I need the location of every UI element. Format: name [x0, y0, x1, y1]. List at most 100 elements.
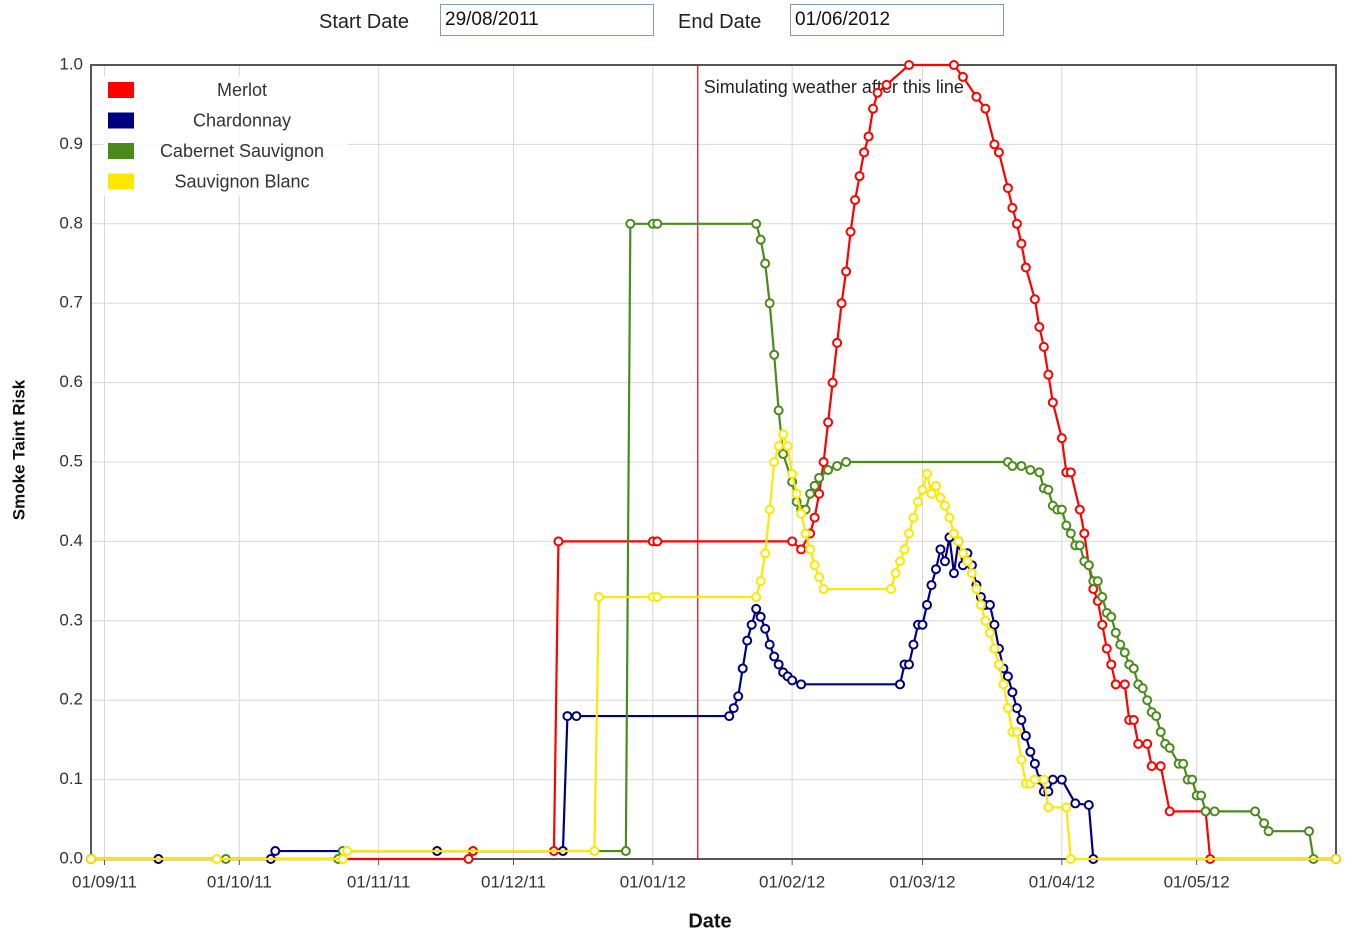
- point-marker: [935, 544, 946, 555]
- x-tick-label: 01/03/12: [889, 872, 955, 891]
- point-marker: [1110, 627, 1121, 638]
- point-marker: [993, 147, 1004, 158]
- legend-label: Sauvignon Blanc: [174, 171, 309, 191]
- legend-swatch: [108, 82, 134, 98]
- y-tick-label: 1.0: [59, 54, 83, 73]
- point-marker: [1016, 238, 1027, 249]
- point-marker: [863, 131, 874, 142]
- point-marker: [724, 711, 735, 722]
- point-marker: [787, 675, 798, 686]
- point-marker: [904, 659, 915, 670]
- point-marker: [1115, 639, 1126, 650]
- point-marker: [796, 508, 807, 519]
- point-marker: [984, 599, 995, 610]
- point-marker: [337, 854, 348, 864]
- point-marker: [1070, 798, 1081, 809]
- point-marker: [733, 691, 744, 702]
- point-marker: [823, 417, 834, 428]
- point-marker: [836, 298, 847, 309]
- annotation-text: Simulating weather after this line: [704, 77, 964, 97]
- end-date-input[interactable]: 01/06/2012: [790, 4, 1004, 36]
- point-marker: [913, 496, 924, 507]
- point-marker: [1016, 754, 1027, 765]
- point-marker: [1007, 460, 1018, 471]
- point-marker: [805, 488, 816, 499]
- x-tick-label: 01/02/12: [759, 872, 825, 891]
- point-marker: [1101, 643, 1112, 654]
- point-marker: [1119, 679, 1130, 690]
- point-marker: [800, 528, 811, 539]
- point-marker: [1092, 576, 1103, 587]
- point-marker: [1007, 202, 1018, 213]
- legend-label: Cabernet Sauvignon: [160, 141, 324, 161]
- y-tick-label: 0.9: [59, 134, 83, 153]
- point-marker: [769, 651, 780, 662]
- legend-swatch: [108, 143, 134, 159]
- point-marker: [652, 591, 663, 602]
- legend-label: Chardonnay: [193, 110, 291, 130]
- point-marker: [652, 218, 663, 229]
- point-marker: [1097, 591, 1108, 602]
- point-marker: [1074, 504, 1085, 515]
- point-marker: [966, 568, 977, 579]
- point-marker: [751, 591, 762, 602]
- y-tick-label: 0.1: [59, 769, 83, 788]
- x-axis-label: Date: [688, 910, 731, 932]
- point-marker: [908, 639, 919, 650]
- point-marker: [652, 536, 663, 547]
- point-marker: [980, 615, 991, 626]
- point-marker: [899, 544, 910, 555]
- start-date-input[interactable]: 29/08/2011: [440, 4, 654, 36]
- point-marker: [998, 679, 1009, 690]
- point-marker: [886, 584, 897, 595]
- point-marker: [917, 484, 928, 495]
- point-marker: [593, 591, 604, 602]
- point-marker: [1002, 671, 1013, 682]
- point-marker: [926, 488, 937, 499]
- point-marker: [1304, 826, 1315, 837]
- point-marker: [1007, 687, 1018, 698]
- point-marker: [1038, 774, 1049, 785]
- y-tick-label: 0.8: [59, 213, 83, 232]
- point-marker: [1155, 761, 1166, 772]
- x-tick-label: 01/11/11: [347, 872, 411, 891]
- point-marker: [1065, 854, 1076, 864]
- x-tick-label: 01/12/11: [481, 872, 546, 891]
- point-marker: [1128, 715, 1139, 726]
- point-marker: [1016, 715, 1027, 726]
- point-marker: [980, 103, 991, 114]
- point-marker: [760, 623, 771, 634]
- point-marker: [1034, 322, 1045, 333]
- point-marker: [814, 572, 825, 583]
- point-marker: [755, 611, 766, 622]
- point-marker: [850, 194, 861, 205]
- point-marker: [881, 79, 892, 90]
- point-marker: [764, 298, 775, 309]
- point-marker: [984, 627, 995, 638]
- point-marker: [1331, 854, 1341, 864]
- point-marker: [1011, 218, 1022, 229]
- point-marker: [769, 349, 780, 360]
- point-marker: [841, 266, 852, 277]
- point-marker: [953, 536, 964, 547]
- point-marker: [1034, 467, 1045, 478]
- point-marker: [989, 643, 1000, 654]
- point-marker: [1142, 695, 1153, 706]
- point-marker: [1142, 738, 1153, 749]
- point-marker: [809, 512, 820, 523]
- point-marker: [939, 500, 950, 511]
- point-marker: [1164, 742, 1175, 753]
- y-tick-label: 0.2: [59, 690, 83, 709]
- point-marker: [1025, 464, 1036, 475]
- x-tick-label: 01/05/12: [1164, 872, 1230, 891]
- point-marker: [939, 556, 950, 567]
- point-marker: [1151, 711, 1162, 722]
- point-marker: [1002, 183, 1013, 194]
- point-marker: [760, 258, 771, 269]
- point-marker: [818, 584, 829, 595]
- point-marker: [1146, 761, 1157, 772]
- point-marker: [957, 71, 968, 82]
- point-marker: [1020, 730, 1031, 741]
